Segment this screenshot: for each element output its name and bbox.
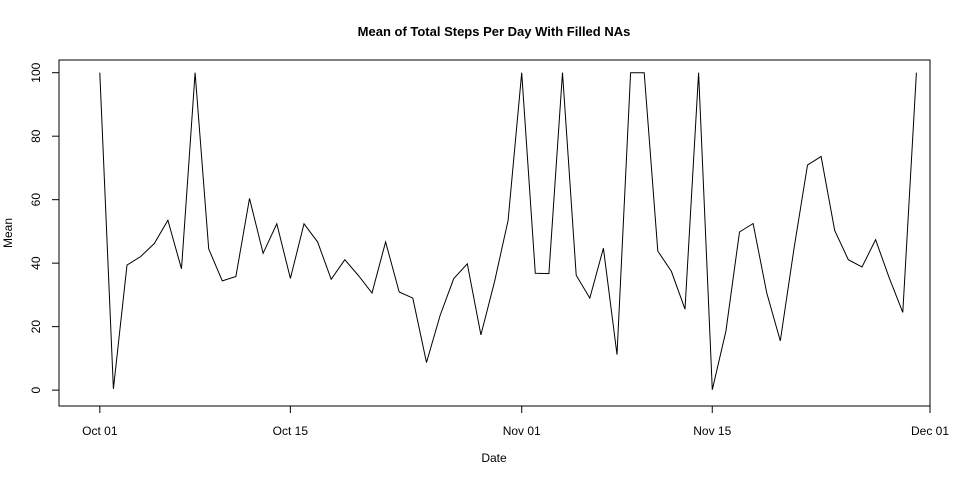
plot-frame (58, 59, 931, 407)
series-line (99, 72, 917, 390)
y-axis-label: Mean (1, 218, 15, 248)
chart-title: Mean of Total Steps Per Day With Filled … (358, 24, 631, 39)
series-layer (99, 72, 917, 390)
y-tick-label: 0 (29, 386, 43, 393)
y-axis: 0 20 40 60 80 100 (29, 62, 60, 393)
y-tick-label: 100 (29, 62, 43, 82)
x-axis-label: Date (481, 451, 507, 465)
x-tick-label: Oct 01 (82, 424, 118, 438)
y-tick-label: 20 (29, 320, 43, 334)
x-tick-label: Oct 15 (273, 424, 309, 438)
y-tick-label: 60 (29, 193, 43, 207)
x-axis: Oct 01 Oct 15 Nov 01 Nov 15 Dec 01 (82, 405, 949, 438)
x-tick-label: Dec 01 (911, 424, 949, 438)
y-tick-label: 80 (29, 129, 43, 143)
x-tick-label: Nov 01 (503, 424, 541, 438)
y-tick-label: 40 (29, 256, 43, 270)
x-tick-label: Nov 15 (693, 424, 731, 438)
